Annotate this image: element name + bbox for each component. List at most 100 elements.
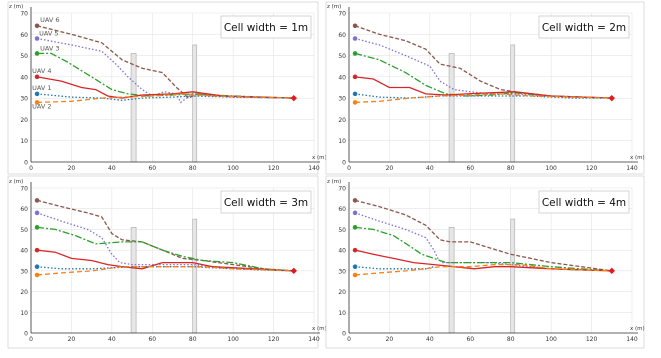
y-tick-label: 70 <box>338 11 346 18</box>
x-tick-label: 80 <box>507 165 515 172</box>
y-tick-label: 20 <box>338 117 346 124</box>
start-point-marker <box>34 100 40 105</box>
annotation-box <box>538 190 630 214</box>
x-tick-label: 40 <box>426 336 434 343</box>
series-line <box>355 93 612 104</box>
y-tick-label: 40 <box>20 248 28 255</box>
annotation-box <box>220 190 312 214</box>
annotation-box <box>538 15 630 39</box>
x-tick-label: 100 <box>545 165 557 172</box>
x-tick-label: 40 <box>108 165 116 172</box>
start-point-marker <box>34 264 40 270</box>
start-point-marker <box>34 23 40 29</box>
cell-width-annotation: Cell width = 3m <box>224 197 308 209</box>
y-tick-label: 60 <box>20 32 28 39</box>
y-tick-label: 50 <box>20 227 28 234</box>
start-point-marker <box>352 74 358 80</box>
series-line <box>355 76 612 99</box>
y-tick-label: 50 <box>20 53 28 60</box>
chart-panel-4: 0 10 20 30 40 50 60 70 0 20 40 60 80 100 120 140 z (m) x … <box>325 175 645 349</box>
y-tick-label: 50 <box>338 53 346 60</box>
y-axis-label: z (m) <box>9 4 23 10</box>
start-point-marker <box>352 23 358 29</box>
x-tick-label: 0 <box>347 165 351 172</box>
x-axis-label: x (m) <box>630 326 645 332</box>
x-tick-label: 0 <box>347 336 351 343</box>
y-tick-label: 10 <box>338 138 346 145</box>
cell-width-annotation: Cell width = 1m <box>224 22 308 34</box>
cell-width-annotation: Cell width = 4m <box>542 197 626 209</box>
y-tick-label: 60 <box>20 206 28 213</box>
start-point-marker <box>352 225 358 230</box>
start-point-marker <box>352 264 358 270</box>
start-point-marker <box>34 210 40 216</box>
y-tick-label: 40 <box>338 248 346 255</box>
y-tick-label: 70 <box>338 186 346 193</box>
x-tick-label: 140 <box>626 165 638 172</box>
chart-panel-1: 0 10 20 30 40 50 60 70 0 20 40 60 80 100 120 140 z (m) x … <box>7 1 327 175</box>
chart-panel-3: 0 10 20 30 40 50 60 70 0 20 40 60 80 100 120 140 z (m) x … <box>7 175 327 349</box>
y-tick-label: 30 <box>338 268 346 275</box>
y-tick-label: 30 <box>338 96 346 103</box>
panel-frame <box>325 1 645 175</box>
series-line <box>36 37 294 104</box>
x-tick-label: 140 <box>308 336 320 343</box>
y-tick-label: 0 <box>342 331 346 338</box>
y-tick-label: 20 <box>338 289 346 296</box>
series-label: UAV 1 <box>32 84 51 92</box>
start-point-marker <box>34 247 40 253</box>
x-axis-label: x (m) <box>630 155 645 161</box>
y-tick-label: 0 <box>24 160 28 167</box>
start-point-marker <box>352 100 358 105</box>
obstacle-column <box>510 218 516 334</box>
y-tick-label: 70 <box>20 11 28 18</box>
x-tick-label: 120 <box>586 336 598 343</box>
series-line <box>37 226 294 272</box>
y-tick-label: 20 <box>20 117 28 124</box>
start-point-marker <box>352 91 358 97</box>
series-line <box>354 52 612 99</box>
panel-frame <box>325 175 645 349</box>
goal-marker <box>290 267 297 275</box>
y-tick-label: 20 <box>20 289 28 296</box>
series-label: UAV 3 <box>40 44 59 52</box>
x-tick-label: 60 <box>466 165 474 172</box>
y-tick-label: 0 <box>342 160 346 167</box>
start-point-marker <box>352 36 358 41</box>
y-tick-label: 10 <box>338 310 346 317</box>
y-tick-label: 0 <box>24 331 28 338</box>
y-tick-label: 30 <box>20 268 28 275</box>
y-axis-label: z (m) <box>327 179 341 185</box>
series-line <box>37 249 294 272</box>
x-tick-label: 80 <box>189 165 197 172</box>
x-axis-label: x (m) <box>312 326 327 332</box>
x-tick-label: 100 <box>545 336 557 343</box>
x-tick-label: 60 <box>148 165 156 172</box>
x-tick-label: 140 <box>308 165 320 172</box>
y-tick-label: 60 <box>338 206 346 213</box>
start-point-marker <box>34 36 40 41</box>
series-line <box>355 266 435 270</box>
y-tick-label: 40 <box>338 74 346 81</box>
x-tick-label: 40 <box>426 165 434 172</box>
x-tick-label: 20 <box>68 165 76 172</box>
series-line <box>37 52 294 99</box>
y-tick-label: 10 <box>20 138 28 145</box>
y-tick-label: 40 <box>20 74 28 81</box>
start-point-marker <box>34 272 40 278</box>
x-tick-label: 100 <box>227 165 239 172</box>
goal-marker <box>290 94 297 102</box>
start-point-marker <box>34 51 40 56</box>
panel-frame <box>7 175 319 349</box>
y-tick-label: 50 <box>338 227 346 234</box>
series-label: UAV 6 <box>40 16 59 24</box>
series-line <box>355 93 612 99</box>
series-label: UAV 2 <box>32 102 51 110</box>
series-line <box>354 199 612 272</box>
obstacle-column <box>448 227 455 334</box>
start-point-marker <box>352 51 358 56</box>
series-line <box>37 93 294 101</box>
x-tick-label: 20 <box>68 336 76 343</box>
series-line <box>37 93 294 104</box>
